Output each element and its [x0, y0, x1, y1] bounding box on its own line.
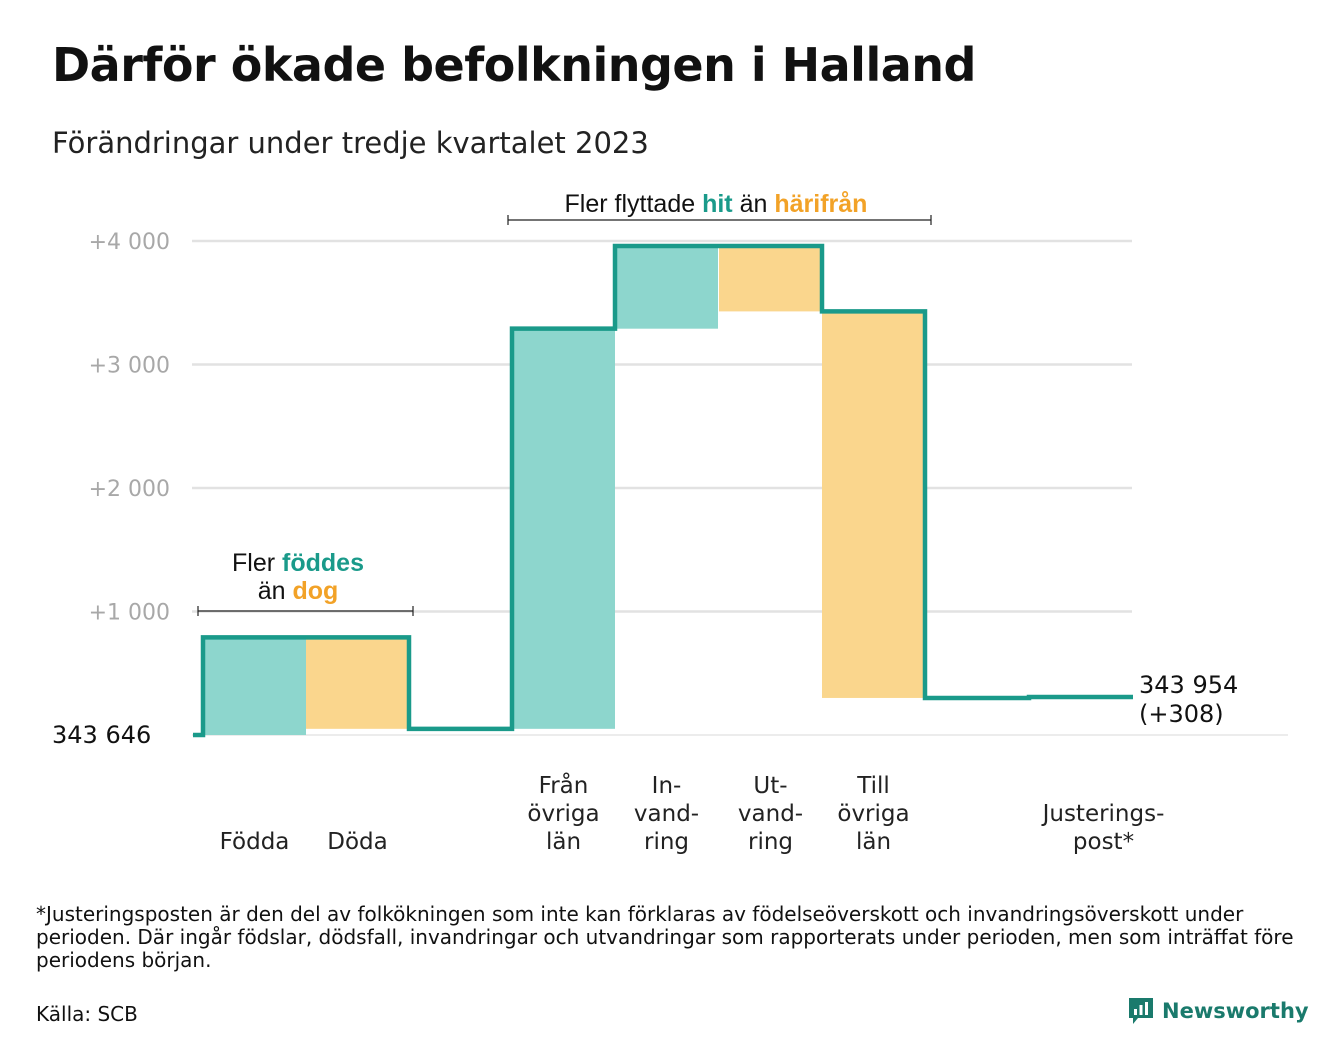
births-ann-hl2: dog	[292, 577, 338, 605]
category-label: övriga	[527, 801, 599, 827]
start-value-label: 343 646	[52, 721, 151, 749]
y-tick-label: +2 000	[89, 477, 170, 502]
source-label: Källa: SCB	[36, 1002, 138, 1026]
svg-text:Fler flyttade hit: Fler flyttade hit än härifrån	[565, 190, 868, 218]
category-label: län	[856, 829, 891, 855]
chart-title: Därför ökade befolkningen i Halland	[52, 38, 976, 92]
cumulative-step-line	[193, 243, 1133, 738]
category-label: Ut-	[753, 773, 787, 799]
y-tick-label: +1 000	[89, 601, 170, 626]
svg-text:Fler föddes: Fler föddes	[232, 549, 364, 577]
footnote: *Justeringsposten är den del av folkökni…	[36, 902, 1294, 972]
bar-4	[719, 245, 822, 312]
bar-3	[615, 245, 718, 329]
y-tick-label: +4 000	[89, 230, 170, 255]
category-label: Döda	[327, 829, 387, 855]
x-axis-categories: Födda DödaFrånövrigalänIn-vand-ringUt-van…	[220, 771, 1165, 855]
category-label: post*	[1073, 829, 1134, 855]
bar-5	[822, 311, 925, 698]
category-label: vand-	[738, 801, 803, 827]
bar-1	[306, 637, 409, 729]
category-label: ring	[748, 829, 793, 855]
end-value-label: 343 954	[1139, 671, 1238, 699]
gridlines	[192, 239, 1288, 736]
category-label: Till	[856, 773, 890, 799]
y-tick-label: +3 000	[89, 354, 170, 379]
waterfall-chart: +1 000+2 000+3 000+4 000 Födda DödaFrånöv…	[52, 190, 1288, 855]
moves-ann-hl1: hit	[702, 190, 733, 218]
step-line	[193, 243, 1133, 738]
category-label: ring	[644, 829, 689, 855]
category-label: Från	[539, 771, 589, 799]
newsworthy-logo-icon	[1128, 997, 1154, 1025]
category-label: Födda	[220, 829, 290, 855]
category-label: län	[546, 829, 581, 855]
category-label: In-	[652, 773, 682, 799]
moves-ann-hl2: härifrån	[774, 190, 867, 218]
births-ann-hl1: föddes	[282, 549, 364, 577]
moves-annotation: Fler flyttade hit än härifrån	[507, 190, 932, 225]
chart-subtitle: Förändringar under tredje kvartalet 2023	[52, 126, 649, 160]
moves-ann-pre: Fler flyttade	[565, 190, 696, 218]
brand-logo: Newsworthy	[1128, 997, 1309, 1025]
y-axis-ticks: +1 000 +2 000 +3 000 +4 000	[89, 230, 170, 626]
births-annotation: Fler föddes än dog	[197, 549, 414, 616]
births-ann-pre: Fler	[232, 549, 275, 577]
svg-text:än dog: än dog	[258, 577, 339, 605]
bar-2	[512, 328, 615, 729]
category-label: övriga	[837, 801, 909, 827]
bar-0	[203, 637, 306, 735]
end-change-label: (+308)	[1139, 700, 1224, 728]
births-ann-mid: än	[258, 577, 286, 605]
category-label: Justerings-	[1041, 801, 1165, 827]
bars	[203, 245, 925, 735]
category-label: vand-	[634, 801, 699, 827]
brand-name: Newsworthy	[1162, 999, 1309, 1023]
moves-ann-mid: än	[740, 190, 768, 218]
